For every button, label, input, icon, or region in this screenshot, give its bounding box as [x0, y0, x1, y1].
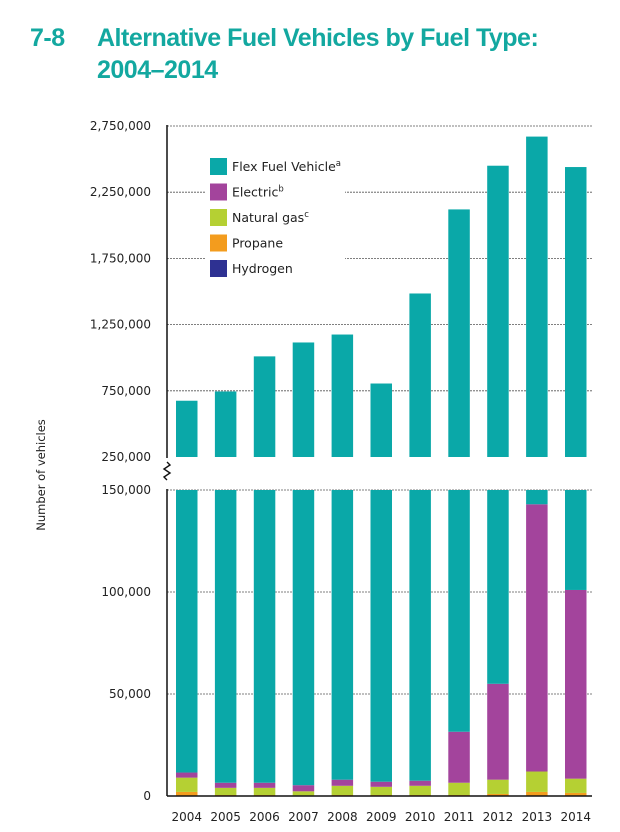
x-tick-label: 2012	[483, 810, 514, 824]
bar-segment-natural_gas-2011	[448, 782, 470, 795]
x-tick-label: 2005	[210, 810, 241, 824]
bar-segment-flex_fuel-2012	[487, 490, 509, 684]
bar-segment-electric-2004	[176, 772, 198, 778]
y-tick-label: 0	[143, 789, 151, 803]
bar-segment-electric-2014	[565, 589, 587, 779]
bar-segment-flex_fuel-2006	[253, 490, 276, 783]
bar-segment-flex_fuel-2007	[292, 490, 315, 786]
x-tick-label: 2007	[288, 810, 319, 824]
x-tick-label: 2009	[366, 810, 397, 824]
bar-segment-natural_gas-2014	[565, 778, 587, 793]
bar-segment-flex_fuel-2009	[370, 490, 392, 782]
bar-segment-flex_fuel-2008	[331, 490, 354, 780]
x-tick-label: 2008	[327, 810, 358, 824]
y-tick-labels: 250,000 750,000 1,250,000 1,750,000 2,250,00…	[90, 119, 151, 803]
x-tick-label: 2011	[444, 810, 475, 824]
legend-footnote-mark: a	[336, 159, 341, 169]
upper-bars	[176, 136, 587, 458]
legend-swatch-natural_gas	[210, 209, 227, 226]
bar-upper-2006	[253, 356, 276, 457]
figure-title-line1: Alternative Fuel Vehicles by Fuel Type:	[97, 24, 539, 52]
bar-segment-natural_gas-2009	[370, 786, 392, 795]
bar-segment-natural_gas-2013	[526, 771, 548, 792]
bar-segment-natural_gas-2010	[409, 785, 431, 795]
axis-break-icon	[162, 461, 172, 481]
legend-footnote-mark: b	[278, 185, 283, 195]
figure-title-line2: 2004–2014	[97, 56, 218, 84]
bar-segment-electric-2005	[214, 782, 237, 788]
lower-bars	[176, 490, 587, 796]
legend-label-natural_gas: Natural gasc	[232, 210, 309, 225]
y-tick-label: 100,000	[101, 585, 151, 599]
bar-segment-flex_fuel-2010	[409, 490, 431, 781]
legend-swatch-flex_fuel	[210, 158, 227, 175]
legend-label-electric: Electricb	[232, 185, 284, 200]
bar-segment-natural_gas-2008	[331, 785, 354, 795]
bar-upper-2014	[565, 167, 587, 457]
y-tick-label: 250,000	[101, 450, 151, 464]
bar-segment-electric-2010	[409, 780, 431, 786]
bar-segment-flex_fuel-2014	[565, 490, 587, 590]
bar-segment-natural_gas-2012	[487, 779, 509, 794]
axes	[162, 125, 592, 797]
legend-label-hydrogen: Hydrogen	[232, 261, 293, 276]
bar-segment-natural_gas-2005	[214, 787, 237, 795]
bar-segment-natural_gas-2006	[253, 787, 276, 795]
bar-segment-electric-2011	[448, 731, 470, 783]
legend-swatch-hydrogen	[210, 260, 227, 277]
bar-segment-propane-2012	[487, 793, 509, 796]
bar-upper-2010	[409, 293, 431, 457]
bar-upper-2008	[331, 334, 354, 457]
legend-label-flex_fuel: Flex Fuel Vehiclea	[232, 159, 341, 174]
bar-upper-2013	[526, 136, 548, 458]
legend-footnote-mark: c	[304, 210, 309, 220]
y-tick-label: 2,750,000	[90, 119, 151, 133]
bar-segment-electric-2009	[370, 781, 392, 787]
bar-segment-natural_gas-2004	[176, 777, 198, 792]
legend-background	[205, 150, 345, 284]
bar-upper-2005	[214, 391, 237, 457]
bar-segment-electric-2013	[526, 504, 548, 772]
x-tick-labels: 2004 2005 2006 2007 2008 2009 2010 2011 2012 2013…	[171, 810, 591, 824]
legend-swatch-electric	[210, 183, 227, 201]
bar-upper-2007	[292, 342, 315, 457]
legend-label-propane: Propane	[232, 236, 283, 251]
bar-upper-2004	[176, 400, 198, 457]
bar-upper-2011	[448, 209, 470, 457]
x-tick-label: 2006	[249, 810, 280, 824]
y-axis-label: Number of vehicles	[34, 419, 48, 531]
x-tick-label: 2013	[522, 810, 553, 824]
y-tick-label: 50,000	[109, 687, 151, 701]
legend: Flex Fuel Vehiclea Electricb Natural gasc P…	[205, 150, 345, 284]
bar-segment-electric-2006	[253, 782, 276, 788]
legend-swatch-propane	[210, 234, 227, 252]
bar-segment-natural_gas-2007	[292, 791, 315, 796]
y-tick-label: 1,750,000	[90, 251, 151, 265]
bar-segment-propane-2004	[176, 791, 198, 796]
figure-number: 7-8	[30, 24, 65, 52]
bar-segment-propane-2013	[526, 791, 548, 796]
bar-upper-2009	[370, 383, 392, 457]
y-tick-label: 150,000	[101, 483, 151, 497]
y-tick-label: 1,250,000	[90, 318, 151, 332]
x-tick-label: 2010	[405, 810, 436, 824]
x-tick-label: 2014	[560, 810, 591, 824]
y-tick-label: 750,000	[101, 384, 151, 398]
bar-segment-flex_fuel-2005	[214, 490, 237, 783]
bar-segment-electric-2007	[292, 785, 315, 792]
bar-upper-2012	[487, 165, 509, 457]
y-tick-label: 2,250,000	[90, 185, 151, 199]
bar-segment-flex_fuel-2011	[448, 490, 470, 732]
bar-segment-flex_fuel-2004	[176, 490, 198, 773]
bar-segment-electric-2012	[487, 683, 509, 780]
x-tick-label: 2004	[171, 810, 202, 824]
bar-segment-electric-2008	[331, 779, 354, 786]
bar-segment-propane-2014	[565, 792, 587, 796]
lower-gridlines	[167, 489, 592, 695]
bar-segment-flex_fuel-2013	[526, 490, 548, 505]
